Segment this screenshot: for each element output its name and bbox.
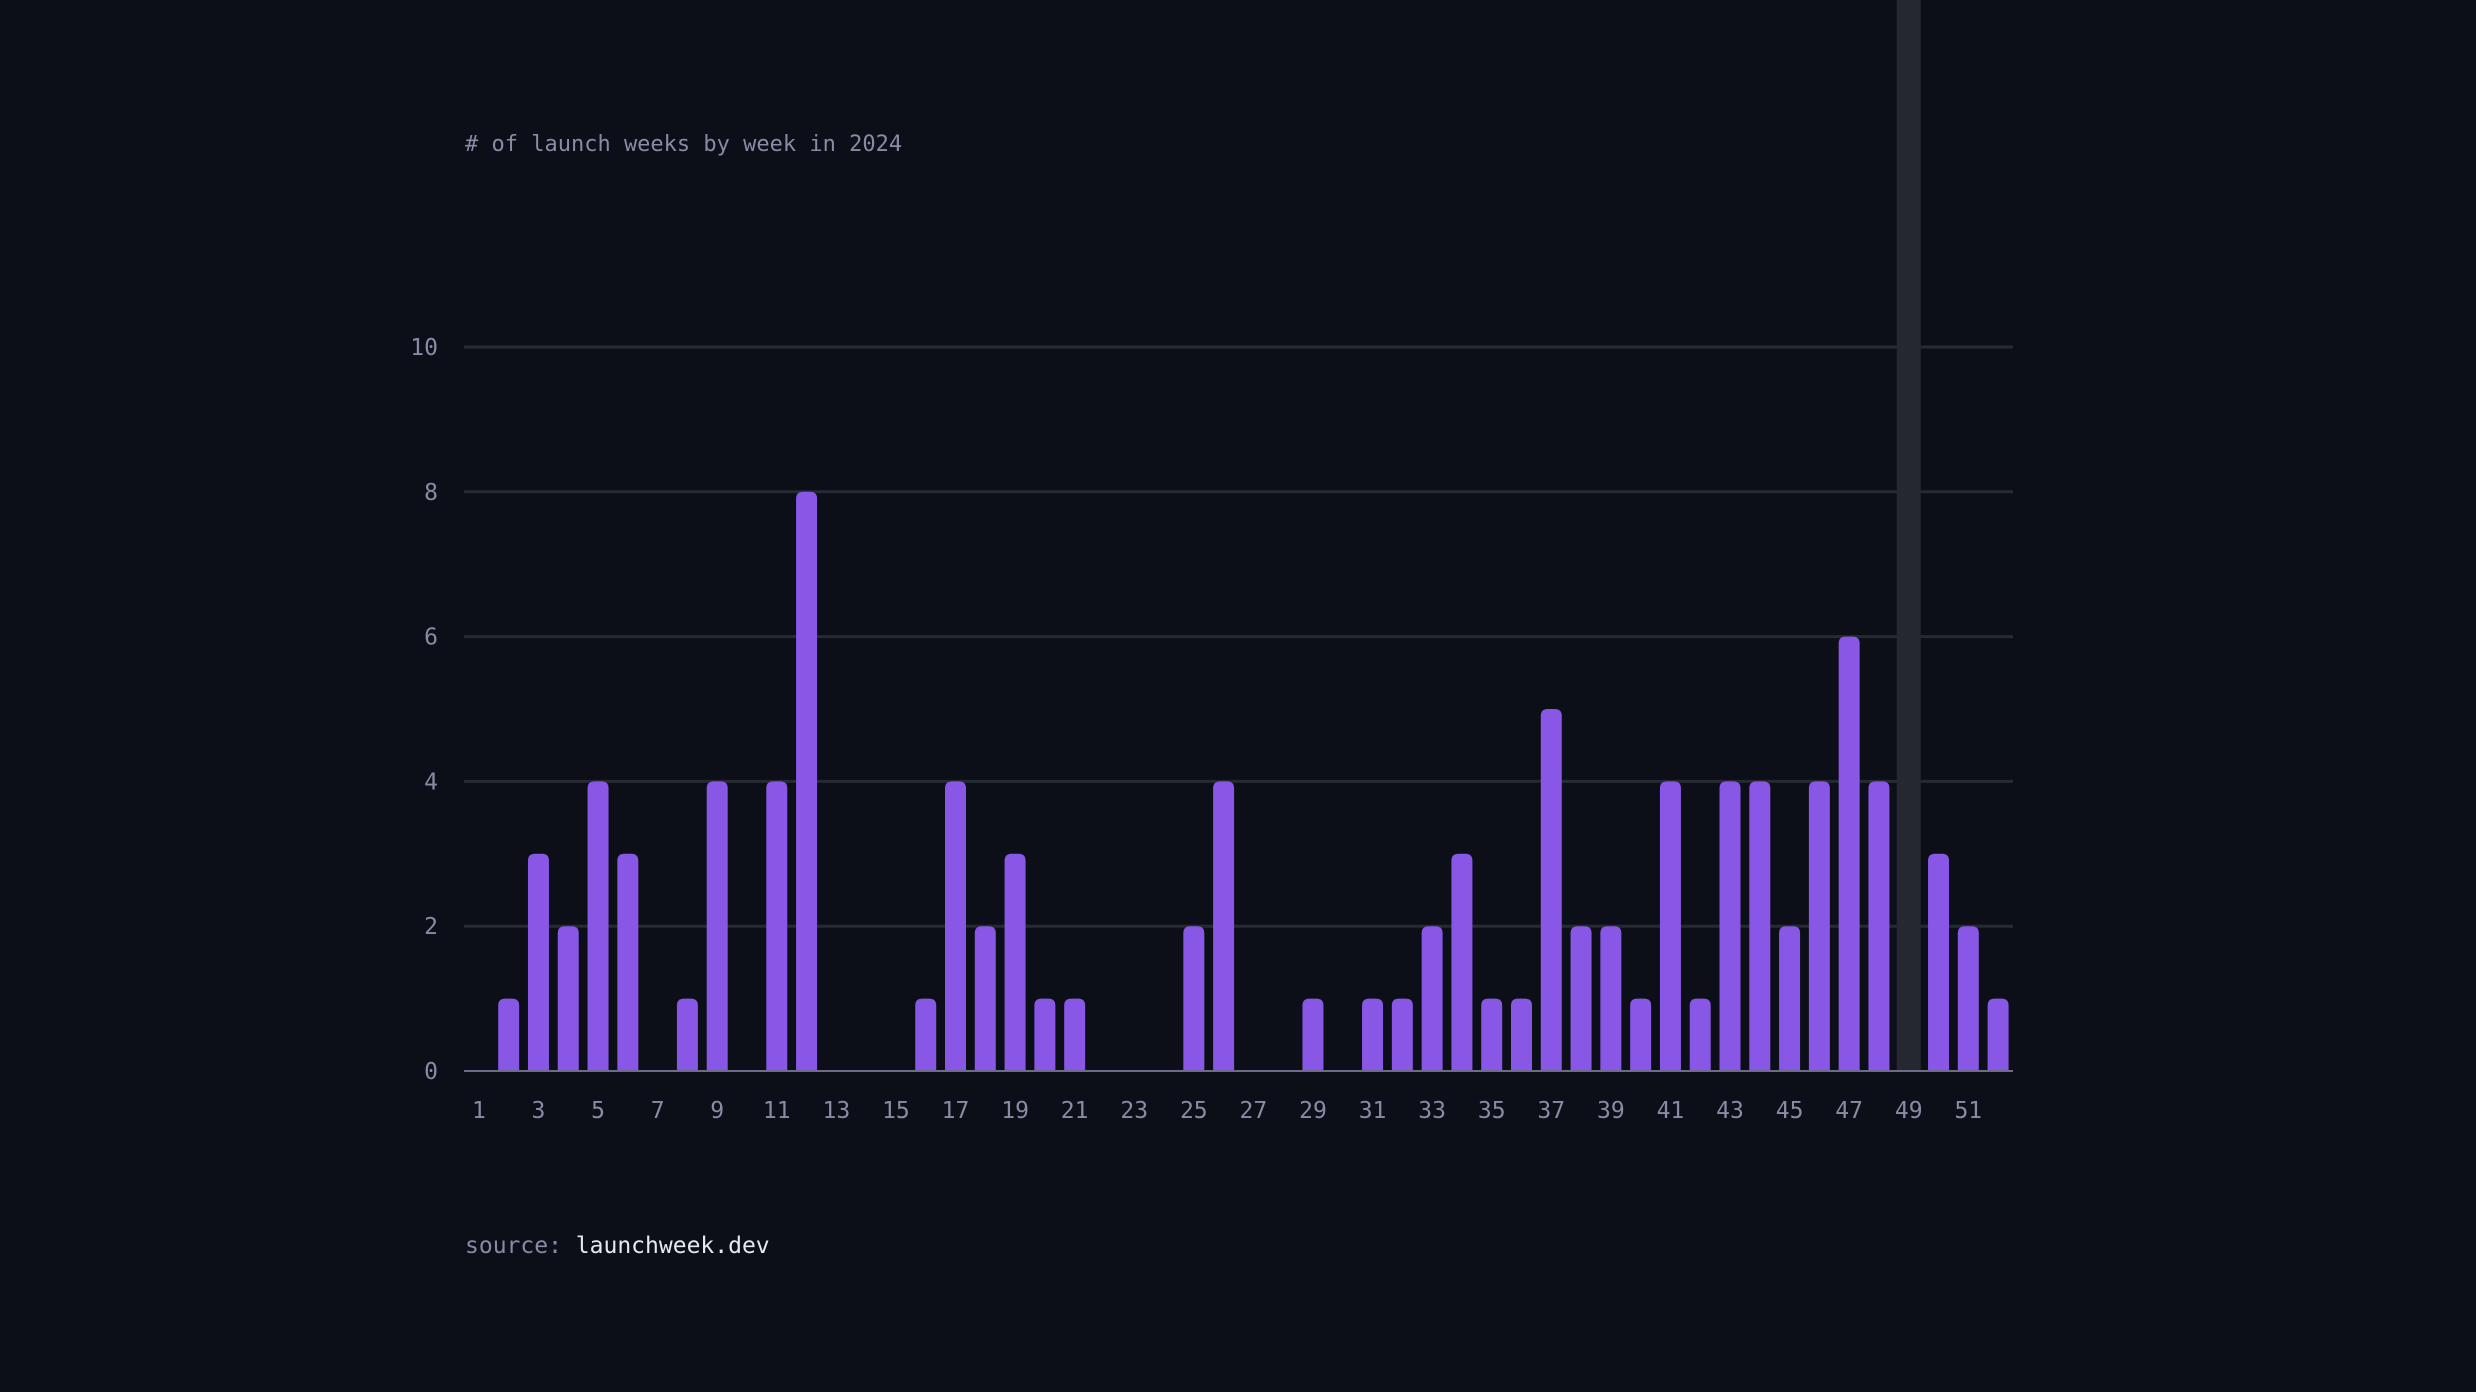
x-tick-label: 35 — [1478, 1098, 1506, 1124]
x-tick-label: 9 — [710, 1098, 724, 1124]
source-line: source: launchweek.dev — [465, 1233, 770, 1259]
x-tick-label: 1 — [472, 1098, 486, 1124]
bar-week-37 — [1540, 709, 1562, 1071]
x-tick-label: 21 — [1061, 1098, 1089, 1124]
x-tick-label: 13 — [823, 1098, 851, 1124]
bar-week-44 — [1749, 781, 1771, 1071]
bar-week-29 — [1302, 998, 1324, 1071]
source-link[interactable]: launchweek.dev — [575, 1233, 770, 1259]
bar-week-46 — [1808, 781, 1830, 1071]
y-tick-label: 8 — [424, 480, 438, 506]
y-tick-label: 2 — [424, 914, 438, 940]
x-tick-label: 5 — [591, 1098, 605, 1124]
x-tick-label: 29 — [1299, 1098, 1327, 1124]
bar-week-43 — [1719, 781, 1741, 1071]
y-tick-label: 0 — [424, 1059, 438, 1085]
bar-week-47 — [1838, 636, 1860, 1071]
bar-week-40 — [1630, 998, 1652, 1071]
x-tick-label: 33 — [1418, 1098, 1446, 1124]
bar-week-17 — [945, 781, 967, 1071]
bar-week-4 — [557, 926, 579, 1071]
x-tick-label: 3 — [532, 1098, 546, 1124]
x-tick-label: 37 — [1537, 1098, 1565, 1124]
bar-week-31 — [1362, 998, 1384, 1071]
x-tick-label: 41 — [1657, 1098, 1685, 1124]
bar-week-41 — [1659, 781, 1681, 1071]
bar-week-35 — [1481, 998, 1503, 1071]
x-tick-label: 7 — [651, 1098, 665, 1124]
x-tick-label: 49 — [1895, 1098, 1923, 1124]
x-tick-label: 15 — [882, 1098, 910, 1124]
bar-week-36 — [1510, 998, 1532, 1071]
bar-week-9 — [706, 781, 728, 1071]
x-tick-label: 43 — [1716, 1098, 1744, 1124]
bar-week-32 — [1391, 998, 1413, 1071]
bar-week-48 — [1868, 781, 1890, 1071]
bar-week-21 — [1064, 998, 1086, 1071]
x-tick-label: 51 — [1954, 1098, 1982, 1124]
x-tick-label: 47 — [1835, 1098, 1863, 1124]
x-tick-label: 17 — [942, 1098, 970, 1124]
y-tick-label: 10 — [410, 335, 438, 361]
bar-week-20 — [1034, 998, 1056, 1071]
bar-week-38 — [1570, 926, 1592, 1071]
bar-week-39 — [1600, 926, 1622, 1071]
x-tick-label: 11 — [763, 1098, 791, 1124]
source-label: source: — [465, 1233, 562, 1259]
x-tick-label: 45 — [1776, 1098, 1804, 1124]
bar-week-5 — [587, 781, 609, 1071]
bar-week-51 — [1957, 926, 1979, 1071]
y-tick-label: 4 — [424, 769, 438, 795]
bar-week-18 — [974, 926, 996, 1071]
bar-week-12 — [796, 491, 818, 1071]
bar-week-50 — [1928, 853, 1950, 1071]
x-tick-label: 23 — [1120, 1098, 1148, 1124]
chart-title: # of launch weeks by week in 2024 — [465, 132, 903, 157]
x-tick-label: 19 — [1001, 1098, 1029, 1124]
x-tick-label: 27 — [1240, 1098, 1268, 1124]
bar-week-19 — [1004, 853, 1026, 1071]
bar-week-3 — [527, 853, 549, 1071]
bar-week-11 — [766, 781, 788, 1071]
bar-week-33 — [1421, 926, 1443, 1071]
bar-week-26 — [1213, 781, 1235, 1071]
bar-week-52 — [1987, 998, 2009, 1071]
bar-week-8 — [676, 998, 698, 1071]
bar-week-25 — [1183, 926, 1205, 1071]
bar-week-2 — [498, 998, 520, 1071]
bar-week-6 — [617, 853, 639, 1071]
highlight-column — [1896, 0, 1921, 1071]
bar-week-45 — [1779, 926, 1801, 1071]
x-tick-label: 31 — [1359, 1098, 1387, 1124]
x-tick-label: 39 — [1597, 1098, 1625, 1124]
x-tick-label: 25 — [1180, 1098, 1208, 1124]
bar-week-16 — [915, 998, 937, 1071]
y-tick-label: 6 — [424, 625, 438, 651]
bar-week-42 — [1689, 998, 1711, 1071]
bar-week-34 — [1451, 853, 1473, 1071]
